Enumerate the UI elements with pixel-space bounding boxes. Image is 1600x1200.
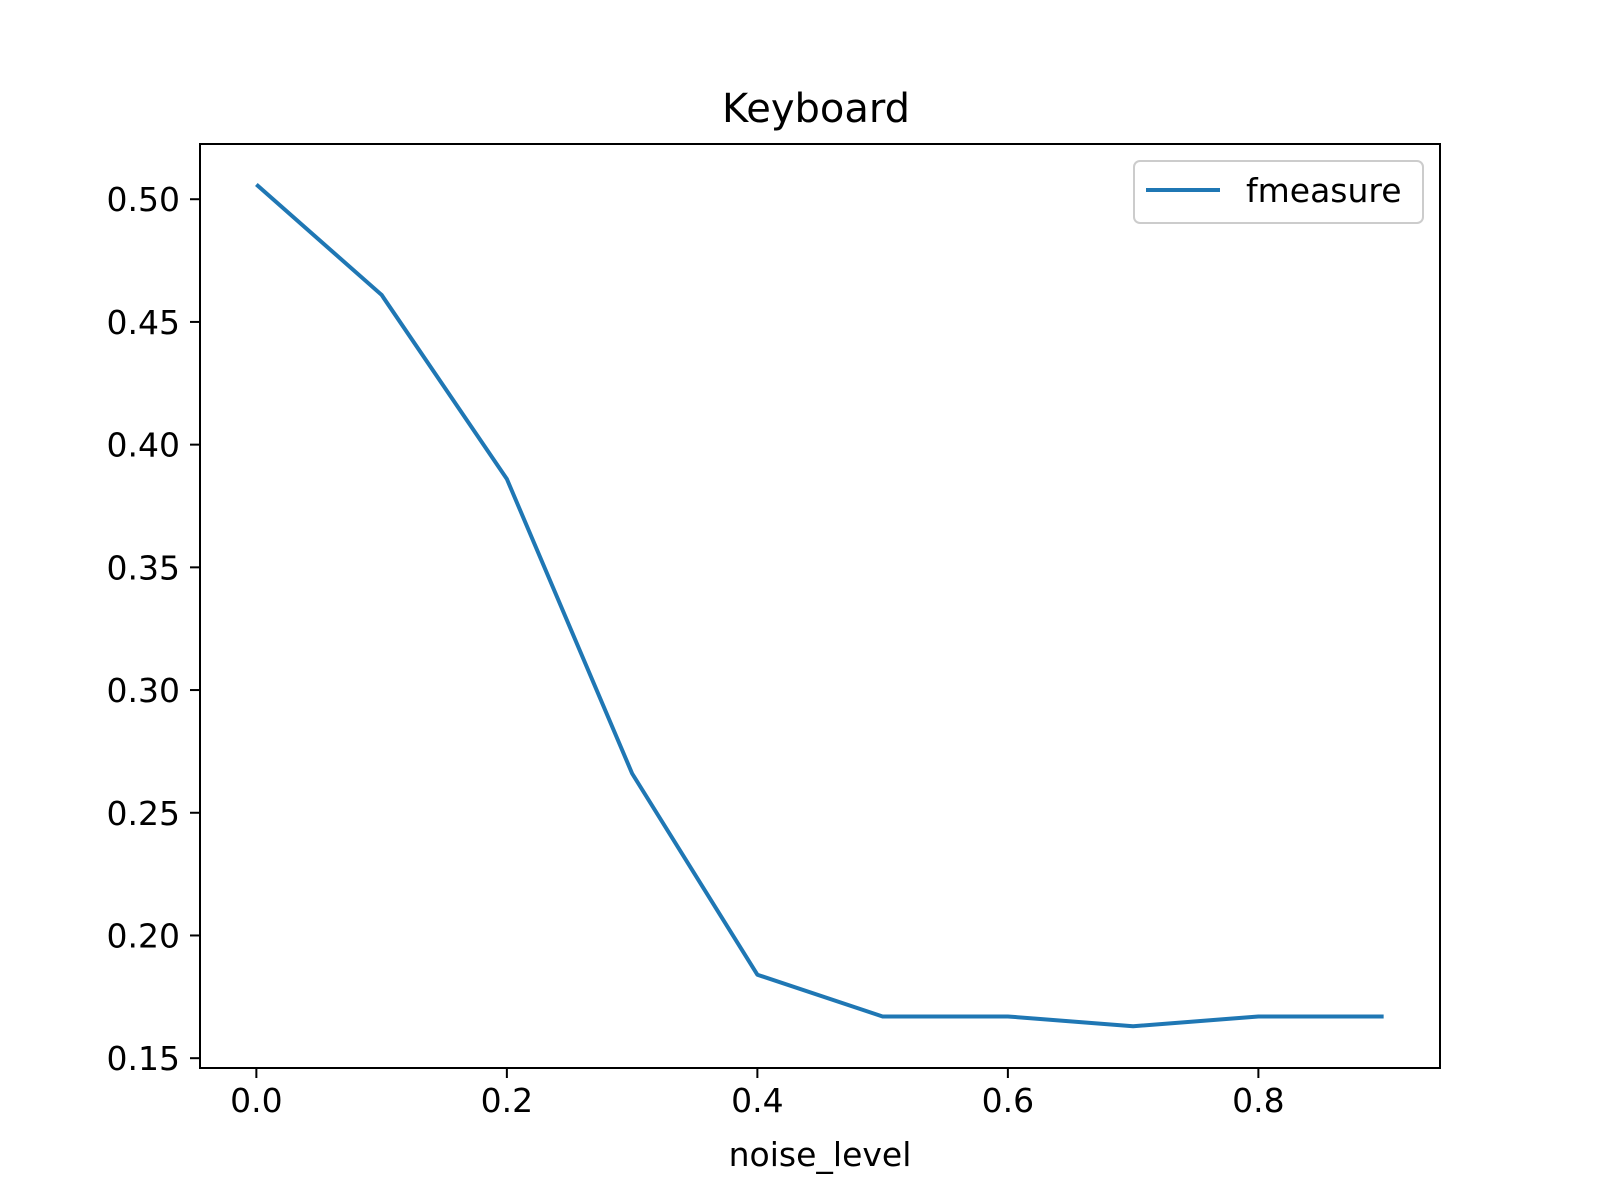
y-axis: 0.15 0.20 0.25 0.30 0.35 0.40 0.45 0.50 [107, 180, 200, 1078]
chart-title: Keyboard [722, 86, 910, 132]
y-tick-label: 0.35 [107, 548, 180, 587]
x-tick-label: 0.8 [1232, 1081, 1284, 1120]
y-tick-label: 0.25 [107, 794, 180, 833]
x-tick-label: 0.0 [230, 1081, 282, 1120]
series-line-fmeasure [255, 182, 1384, 1029]
x-axis: 0.0 0.2 0.4 0.6 0.8 [230, 1068, 1285, 1120]
y-tick-label: 0.20 [107, 916, 180, 955]
y-tick-label: 0.50 [107, 180, 180, 219]
series-layer [255, 182, 1384, 1029]
legend: fmeasure [1133, 160, 1424, 224]
x-tick-label: 0.4 [731, 1081, 783, 1120]
plot-frame [199, 143, 1441, 1069]
plot-area [199, 143, 1441, 1069]
x-tick-label: 0.2 [481, 1081, 533, 1120]
y-tick-label: 0.15 [107, 1039, 180, 1078]
y-tick-label: 0.30 [107, 671, 180, 710]
legend-label: fmeasure [1246, 171, 1402, 210]
x-tick-label: 0.6 [982, 1081, 1034, 1120]
legend-box [1133, 160, 1424, 224]
y-tick-label: 0.45 [107, 303, 180, 342]
x-axis-label: noise_level [729, 1135, 912, 1174]
y-tick-label: 0.40 [107, 426, 180, 465]
